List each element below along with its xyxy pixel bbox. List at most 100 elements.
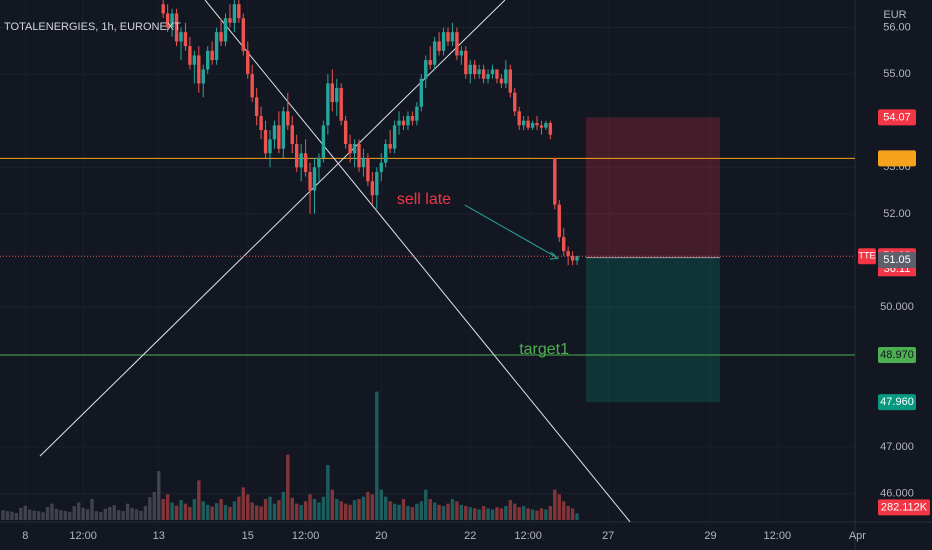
volume-bar	[428, 499, 432, 520]
volume-bar	[125, 503, 130, 520]
annotation: sell late	[397, 191, 451, 208]
volume-bar	[535, 510, 539, 520]
y-tick-label: 52.00	[883, 208, 911, 220]
volume-bar	[161, 499, 165, 520]
volume-bar	[473, 508, 477, 520]
volume-bar	[188, 506, 192, 520]
volume-bar	[157, 471, 161, 520]
volume-bar	[361, 496, 366, 520]
candle-body	[312, 167, 317, 191]
volume-bar	[312, 499, 317, 520]
volume-bar	[348, 504, 352, 520]
volume-bar	[23, 505, 27, 520]
candle-body	[379, 162, 383, 172]
volume-bar	[170, 502, 174, 520]
candle-body	[254, 97, 259, 117]
candle-body	[281, 111, 286, 149]
volume-bar	[370, 494, 375, 520]
volume-bar	[210, 506, 214, 520]
volume-bar	[19, 507, 23, 520]
volume-bar	[397, 504, 401, 520]
currency: EUR	[883, 9, 906, 21]
volume-bar	[321, 496, 326, 520]
candle-body	[206, 50, 210, 70]
volume-bar	[557, 494, 561, 520]
volume-bar	[81, 507, 85, 520]
x-tick-label: 22	[464, 530, 476, 542]
volume-bar	[388, 501, 392, 520]
volume-bar	[513, 503, 517, 520]
candle-body	[299, 153, 303, 168]
target-label-bg	[878, 394, 916, 411]
volume-bar	[36, 511, 41, 520]
volume-bar	[286, 454, 290, 520]
volume-bar	[308, 494, 312, 520]
volume-bar	[5, 511, 10, 520]
volume-bar	[450, 499, 455, 520]
volume-bar	[459, 504, 464, 520]
x-tick-label: 20	[375, 530, 387, 542]
volume-bar	[486, 508, 490, 520]
candle-body	[464, 50, 468, 75]
volume-bar	[197, 480, 201, 520]
candle-body	[246, 50, 250, 75]
y-tick-label: 47.000	[880, 441, 914, 453]
volume-bar	[553, 489, 557, 520]
volume-bar	[174, 505, 179, 520]
candle-body	[321, 125, 326, 158]
x-tick-label: 29	[704, 530, 716, 542]
candle-body	[508, 69, 512, 93]
volume-label: 282.112K	[881, 501, 928, 513]
volume-bar	[232, 501, 237, 520]
volume-bar	[254, 505, 259, 520]
candle-body	[419, 78, 423, 107]
volume-bar	[455, 501, 459, 520]
candle-body	[223, 18, 228, 42]
x-tick-label: 12:00	[764, 530, 792, 542]
volume-bar	[419, 501, 423, 520]
candle-body	[388, 143, 392, 149]
volume-bar	[99, 512, 103, 520]
volume-bar	[50, 503, 54, 520]
volume-bar	[375, 391, 379, 520]
volume-bar	[152, 492, 156, 520]
plot-area: sell late target1	[0, 0, 855, 522]
volume-bar	[165, 494, 170, 520]
candle-body	[339, 88, 343, 121]
candle-body	[539, 125, 544, 128]
candle-body	[526, 120, 530, 128]
x-tick-label: 12:00	[69, 530, 97, 542]
candle-body	[557, 204, 561, 238]
stop-label-bg	[878, 109, 916, 126]
x-tick-label: 27	[602, 530, 614, 542]
candle-body	[268, 139, 272, 154]
volume-bar	[90, 499, 94, 520]
candle-body	[317, 157, 321, 168]
volume-bar	[339, 501, 343, 520]
target-zone	[585, 257, 720, 403]
volume-bar	[139, 510, 143, 520]
candle-body	[259, 116, 263, 130]
candle-body	[553, 157, 557, 205]
volume-bar	[219, 499, 223, 520]
candle-body	[170, 13, 174, 28]
volume-bar	[295, 503, 299, 520]
volume-bar	[112, 505, 116, 520]
candle-body	[521, 120, 526, 126]
volume-bar	[464, 506, 468, 520]
volume-bar	[366, 492, 370, 520]
volume-bar	[330, 489, 334, 520]
candle-body	[192, 55, 197, 65]
candle-body	[486, 74, 490, 79]
candle-body	[197, 55, 201, 84]
volume-bar	[14, 513, 19, 520]
volume-bar	[401, 499, 406, 520]
volume-bar	[437, 504, 441, 520]
candle-body	[228, 18, 232, 23]
candle-body	[410, 116, 415, 121]
candle-body	[450, 32, 455, 42]
candle-body	[237, 4, 241, 19]
symbol-bg	[858, 248, 876, 265]
trend-line	[39, 0, 506, 457]
